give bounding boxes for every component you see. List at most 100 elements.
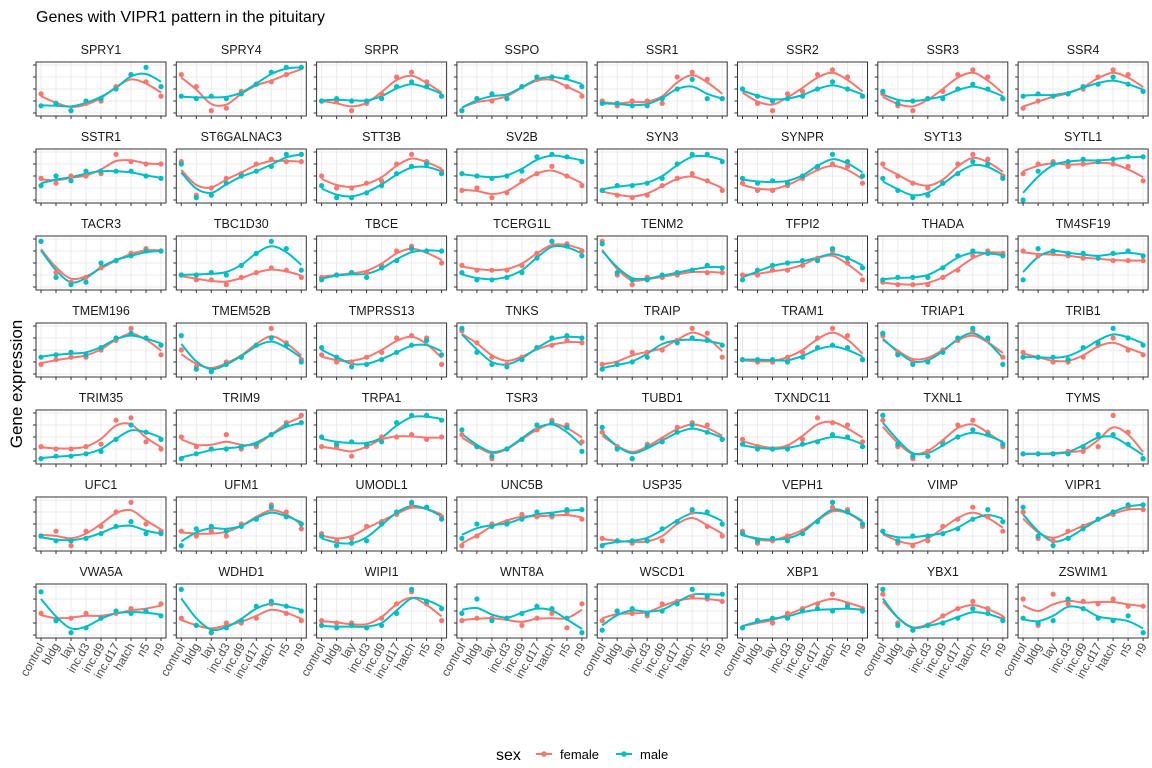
panel-title: VWA5A xyxy=(79,565,123,579)
male-point xyxy=(549,151,555,157)
male-point xyxy=(459,171,465,177)
panel-title: WDHD1 xyxy=(218,565,264,579)
male-point xyxy=(519,168,525,174)
female-point xyxy=(1110,67,1116,73)
female-point xyxy=(549,610,555,617)
male-point xyxy=(659,608,665,614)
male-point xyxy=(784,538,791,544)
male-point xyxy=(53,173,59,179)
female-point xyxy=(83,444,89,450)
male-point xyxy=(599,543,605,549)
female-point xyxy=(659,100,665,106)
female-point xyxy=(799,262,806,268)
panel-title: SRPR xyxy=(364,43,399,57)
panel: TNKS xyxy=(453,304,588,380)
male-point xyxy=(334,195,340,201)
x-tick-label: n5 xyxy=(555,640,574,659)
male-point xyxy=(674,86,680,92)
panel: TRIM9 xyxy=(173,391,307,467)
male-point xyxy=(208,523,214,530)
male-point xyxy=(158,342,164,348)
male-point xyxy=(659,96,665,102)
male-point xyxy=(298,359,304,365)
male-point xyxy=(754,446,761,452)
female-point xyxy=(253,270,259,276)
male-point xyxy=(238,618,244,624)
female-point xyxy=(739,272,746,278)
male-point xyxy=(519,436,525,442)
male-point xyxy=(223,361,229,367)
panel-title: TRIM9 xyxy=(223,391,261,405)
male-point xyxy=(719,436,725,442)
female-point xyxy=(704,76,710,82)
male-point xyxy=(409,342,415,348)
male-point xyxy=(689,335,695,341)
female-point xyxy=(940,88,946,94)
panel: TMEM196 xyxy=(33,304,167,380)
male-point xyxy=(178,333,184,339)
male-point xyxy=(1035,533,1041,539)
panel-title: SSR1 xyxy=(646,43,679,57)
male-point xyxy=(674,601,680,607)
female-point xyxy=(1125,163,1131,169)
male-point xyxy=(910,453,916,459)
male-point xyxy=(504,274,510,280)
female-point xyxy=(143,521,149,527)
male-point xyxy=(334,625,340,631)
female-point xyxy=(970,151,976,157)
male-point xyxy=(599,187,605,193)
male-point xyxy=(268,432,274,438)
male-point xyxy=(113,436,119,442)
male-point xyxy=(1050,161,1056,167)
male-point xyxy=(1065,451,1071,457)
male-point xyxy=(599,366,605,372)
female-point xyxy=(379,178,385,184)
x-tick-label: n5 xyxy=(695,640,714,659)
x-tick-label: n5 xyxy=(134,640,153,659)
female-point xyxy=(1095,444,1101,450)
female-trend-line xyxy=(742,420,864,449)
male-point xyxy=(814,86,821,92)
female-point xyxy=(925,282,931,288)
panel: SYNPR xyxy=(734,130,868,206)
female-point xyxy=(283,159,289,165)
male-point xyxy=(1110,618,1116,624)
x-tick-label: lay xyxy=(1040,641,1060,661)
male-point xyxy=(208,369,214,375)
panel-title: SYT13 xyxy=(924,130,962,144)
facet-panels: SPRY1 SPRY4 SRPR SSPO SSR1 SSR2 SSR3 SSR4 SSTR1 S… xyxy=(33,43,1149,641)
panel-title: SYTL1 xyxy=(1064,130,1102,144)
female-point xyxy=(739,180,746,186)
female-point xyxy=(223,432,229,438)
male-point xyxy=(283,246,289,252)
female-point xyxy=(319,444,325,450)
male-point xyxy=(1080,526,1086,532)
panel: TBC1D30 xyxy=(173,217,307,293)
female-point xyxy=(1020,105,1026,111)
panel-title: THADA xyxy=(922,217,965,231)
panel: TFPI2 xyxy=(734,217,868,293)
panel: TBCE xyxy=(313,217,448,293)
female-point xyxy=(844,333,851,339)
panel-title: UFM1 xyxy=(224,478,258,492)
panel-title: TYMS xyxy=(1066,391,1101,405)
panel: SYTL1 xyxy=(1015,130,1149,206)
male-point xyxy=(880,330,886,336)
male-point xyxy=(659,175,665,181)
male-point xyxy=(940,96,946,102)
male-point xyxy=(895,622,901,629)
male-point xyxy=(298,608,304,614)
male-point xyxy=(1000,361,1006,367)
female-point xyxy=(629,98,635,104)
female-point xyxy=(439,260,445,266)
panel-title: SPRY1 xyxy=(81,43,122,57)
male-point xyxy=(614,446,620,452)
female-point xyxy=(829,591,836,597)
legend-label: female xyxy=(560,747,599,762)
male-point xyxy=(579,630,585,636)
male-point xyxy=(113,523,119,530)
female-point xyxy=(880,591,886,597)
male-point xyxy=(238,523,244,530)
female-point xyxy=(504,267,510,273)
male-point xyxy=(1020,93,1026,99)
